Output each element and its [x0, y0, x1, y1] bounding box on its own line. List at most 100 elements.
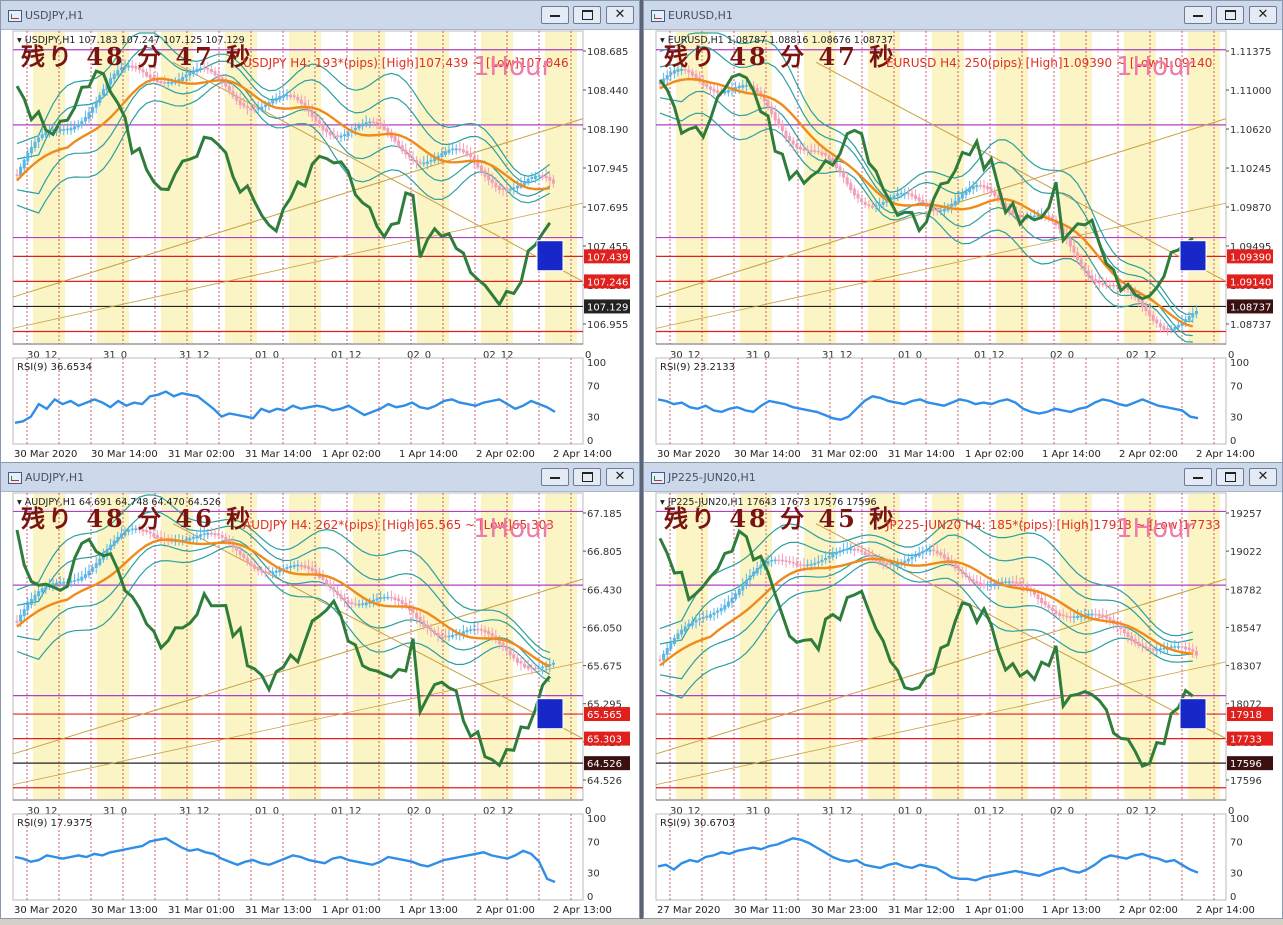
candle-body [33, 594, 37, 601]
candle-body [170, 81, 174, 84]
candle-body [429, 627, 433, 632]
candle-body [508, 188, 512, 191]
maximize-button[interactable] [1216, 6, 1244, 24]
price-box [1227, 299, 1273, 314]
candle-body [982, 583, 986, 586]
candle-body [881, 201, 885, 205]
countdown-timer: 残り 48 分 47 秒 [664, 42, 896, 71]
close-button[interactable]: ✕ [606, 468, 634, 486]
minimize-button[interactable] [541, 6, 569, 24]
price-tick-label: 67.185 [587, 509, 622, 520]
price-tick-label: 108.440 [587, 86, 628, 97]
time-tick-label: 02_12 [483, 350, 513, 361]
candle-body [845, 548, 849, 551]
window-titlebar[interactable]: EURUSD,H1 ✕ [644, 1, 1282, 30]
session-band [417, 32, 449, 343]
time-tick-label: 31_0 [746, 350, 770, 361]
current-range-box [536, 240, 564, 272]
candle-body [281, 95, 285, 98]
price-box-label: 107.246 [587, 277, 628, 288]
candle-body [1011, 210, 1015, 215]
maximize-button[interactable] [573, 6, 601, 24]
close-button[interactable]: ✕ [1249, 6, 1277, 24]
candle-body [76, 124, 80, 128]
date-label: 31 Mar 14:00 [245, 449, 312, 460]
candle-body [523, 663, 527, 668]
candle-body [26, 152, 30, 162]
minimize-button[interactable] [541, 468, 569, 486]
rsi-panel [655, 813, 1227, 901]
candle-body [687, 69, 691, 73]
window-titlebar[interactable]: JP225-JUN20,H1 ✕ [644, 463, 1282, 492]
candle-body [123, 65, 127, 69]
candle-body [245, 105, 249, 109]
time-tick-label: 31_0 [746, 806, 770, 817]
price-box [584, 731, 630, 746]
candle-body [788, 136, 792, 141]
candle-body [285, 566, 289, 569]
close-button[interactable]: ✕ [1249, 468, 1277, 486]
candle-body [256, 108, 260, 110]
candle-body [784, 130, 788, 138]
time-tick-label: 30_12 [27, 350, 57, 361]
candle-body [307, 106, 311, 112]
candle-body [163, 82, 167, 84]
candle-body [1148, 647, 1152, 650]
rsi-tick-label: 30 [587, 413, 600, 424]
chart-window-jp225[interactable]: JP225-JUN20,H1 ✕ 19257 19022 18782 18547 183… [643, 462, 1283, 919]
candle-body [921, 551, 925, 554]
candle-body [928, 549, 932, 552]
candle-body [526, 178, 530, 183]
candle-body [159, 80, 163, 84]
candle-body [885, 199, 889, 203]
candle-body [705, 615, 709, 618]
candle-body [1068, 239, 1072, 247]
candle-body [964, 573, 968, 577]
oscillator-line [658, 528, 1194, 768]
candle-body [1047, 215, 1051, 219]
price-box [1227, 707, 1273, 722]
chart-window-audjpy[interactable]: AUDJPY,H1 ✕ 67.185 66.805 66.430 66.050 65.6… [0, 462, 640, 919]
candle-body [58, 129, 62, 131]
candle-body [220, 534, 224, 538]
symbol-info-line: ▾ AUDJPY,H1 64.691 64.748 64.470 64.526 [17, 497, 221, 508]
window-titlebar[interactable]: USDJPY,H1 ✕ [1, 1, 639, 30]
candle-body [242, 554, 246, 559]
maximize-button[interactable] [1216, 468, 1244, 486]
candle-body [137, 528, 141, 530]
candle-body [29, 599, 33, 605]
date-label: 1 Apr 02:00 [965, 449, 1024, 460]
chart-window-usdjpy[interactable]: USDJPY,H1 ✕ 108.685 108.440 108.190 107.945… [0, 0, 640, 463]
candle-body [1144, 305, 1148, 312]
time-tick-label: 02_12 [483, 806, 513, 817]
candle-body [993, 191, 997, 197]
candle-body [127, 65, 131, 68]
chart-area[interactable]: 67.18566.80566.43066.05065.67565.29564.9… [1, 491, 639, 918]
candle-body [1058, 612, 1062, 617]
chart-area[interactable]: 108.685 108.440 108.190 107.945 107.695 107.4… [1, 29, 639, 462]
chart-area[interactable]: 1.11375 1.11000 1.10620 1.10245 1.09870 1.094… [644, 29, 1282, 462]
minimize-button[interactable] [1184, 6, 1212, 24]
candle-body [867, 553, 871, 556]
candle-body [914, 195, 918, 200]
candle-body [321, 575, 325, 580]
session-band [33, 32, 65, 343]
candle-body [813, 150, 817, 153]
maximize-button[interactable] [573, 468, 601, 486]
candle-body [1191, 313, 1195, 318]
price-box-label: 65.565 [587, 710, 622, 721]
chart-area[interactable]: 1925719022187821854718307180721783217596… [644, 491, 1282, 918]
close-button[interactable]: ✕ [606, 6, 634, 24]
candle-body [267, 571, 271, 574]
price-box [584, 274, 630, 289]
candle-body [343, 597, 347, 601]
band-line [16, 81, 551, 214]
candle-body [726, 90, 730, 93]
candle-body [335, 135, 339, 137]
candle-body [896, 193, 900, 196]
minimize-button[interactable] [1184, 468, 1212, 486]
date-label: 2 Apr 14:00 [1196, 905, 1255, 916]
chart-window-eurusd[interactable]: EURUSD,H1 ✕ 1.11375 1.11000 1.10620 1.10245… [643, 0, 1283, 463]
countdown-timer: 残り 48 分 47 秒 [21, 42, 253, 71]
window-titlebar[interactable]: AUDJPY,H1 ✕ [1, 463, 639, 492]
